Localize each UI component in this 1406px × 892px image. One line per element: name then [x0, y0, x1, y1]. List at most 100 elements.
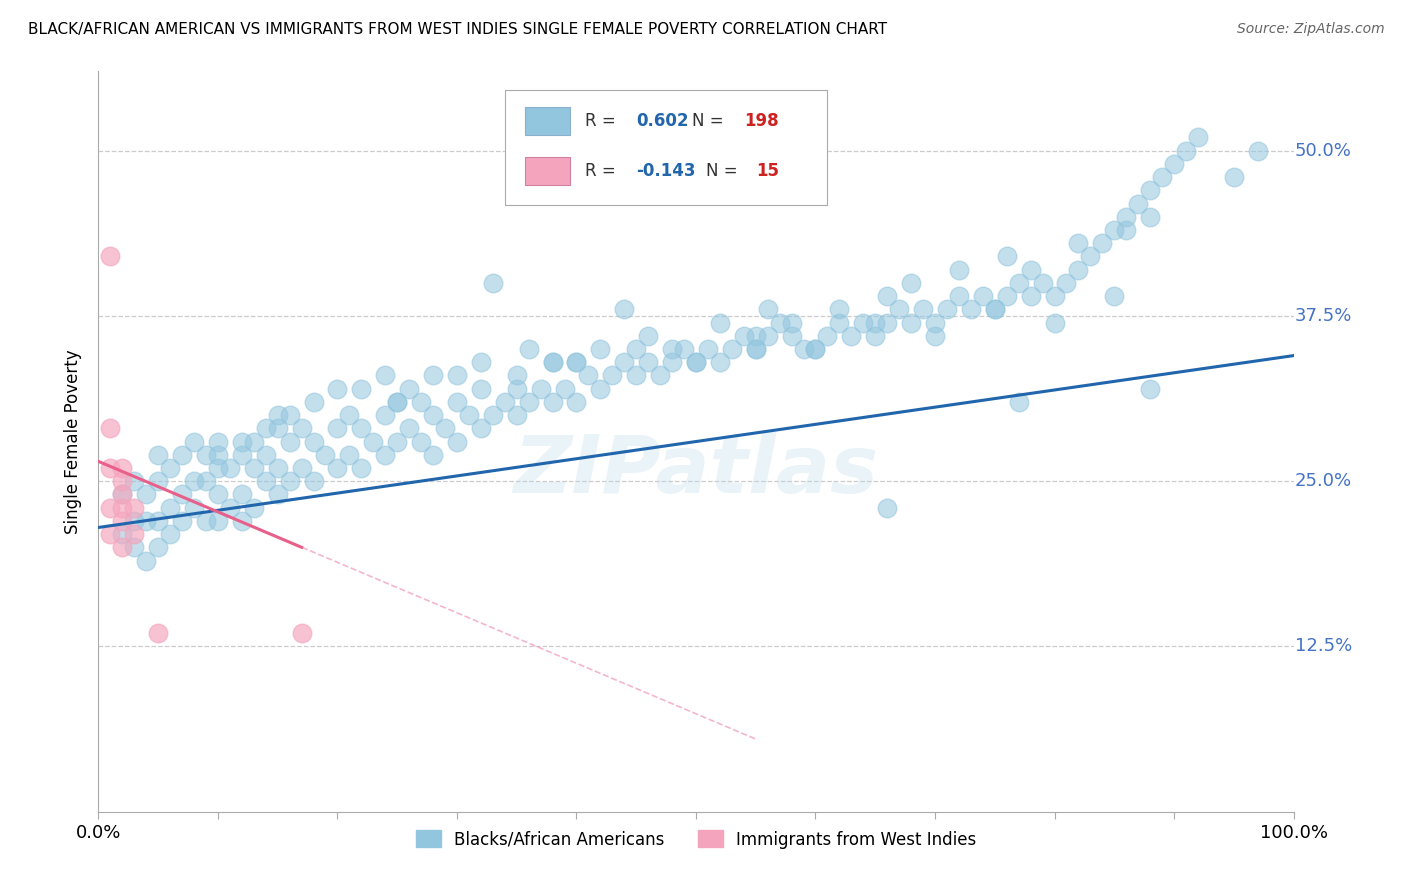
Point — [291, 626, 314, 640]
Point — [541, 395, 564, 409]
Text: 0.602: 0.602 — [636, 112, 689, 130]
Legend: Blacks/African Americans, Immigrants from West Indies: Blacks/African Americans, Immigrants fro… — [409, 823, 983, 855]
Point — [124, 514, 146, 528]
Point — [1067, 262, 1090, 277]
Point — [111, 474, 134, 488]
Point — [326, 421, 349, 435]
Point — [148, 474, 170, 488]
Point — [267, 487, 290, 501]
Point — [876, 500, 898, 515]
Point — [398, 421, 420, 435]
Point — [661, 342, 683, 356]
Point — [267, 408, 290, 422]
FancyBboxPatch shape — [505, 90, 827, 204]
Point — [422, 408, 444, 422]
Point — [148, 448, 170, 462]
Point — [159, 461, 181, 475]
Point — [1043, 289, 1066, 303]
Point — [111, 487, 134, 501]
Point — [1008, 395, 1031, 409]
Point — [661, 355, 683, 369]
Point — [315, 448, 337, 462]
Point — [995, 289, 1018, 303]
Point — [1247, 144, 1270, 158]
Text: ZIPatlas: ZIPatlas — [513, 432, 879, 510]
Point — [350, 382, 373, 396]
Point — [637, 355, 659, 369]
Point — [924, 328, 946, 343]
Point — [1019, 289, 1042, 303]
Text: Source: ZipAtlas.com: Source: ZipAtlas.com — [1237, 22, 1385, 37]
Point — [745, 342, 768, 356]
Point — [470, 421, 492, 435]
Point — [326, 461, 349, 475]
Point — [254, 474, 277, 488]
Point — [1175, 144, 1198, 158]
Point — [506, 408, 529, 422]
Point — [626, 342, 648, 356]
Text: N =: N = — [692, 112, 730, 130]
Point — [219, 461, 242, 475]
Point — [291, 421, 314, 435]
Point — [1080, 250, 1102, 264]
Point — [1163, 157, 1185, 171]
Point — [207, 461, 229, 475]
Point — [554, 382, 576, 396]
Text: 25.0%: 25.0% — [1295, 472, 1351, 491]
Point — [972, 289, 994, 303]
Point — [446, 395, 468, 409]
Point — [172, 514, 194, 528]
Point — [98, 500, 122, 515]
Point — [135, 553, 157, 567]
Point — [135, 514, 157, 528]
Text: 15: 15 — [756, 161, 779, 179]
Point — [374, 368, 396, 383]
Text: 12.5%: 12.5% — [1295, 638, 1353, 656]
Point — [995, 250, 1018, 264]
Point — [852, 316, 875, 330]
Point — [111, 541, 134, 555]
Point — [1152, 170, 1174, 185]
Point — [828, 316, 851, 330]
Point — [183, 474, 205, 488]
Point — [578, 368, 600, 383]
Point — [422, 368, 444, 383]
Point — [302, 434, 325, 449]
Point — [411, 434, 433, 449]
Point — [124, 500, 146, 515]
Point — [159, 527, 181, 541]
Point — [98, 527, 122, 541]
Point — [1043, 316, 1066, 330]
Point — [494, 395, 516, 409]
Point — [411, 395, 433, 409]
Point — [865, 316, 887, 330]
Point — [207, 448, 229, 462]
Point — [278, 434, 301, 449]
Point — [876, 289, 898, 303]
Point — [339, 408, 361, 422]
Point — [481, 276, 505, 290]
Point — [948, 289, 970, 303]
Point — [111, 487, 134, 501]
Point — [1223, 170, 1246, 185]
Point — [602, 368, 624, 383]
Point — [1139, 210, 1161, 224]
Point — [1139, 382, 1161, 396]
Point — [148, 541, 170, 555]
Point — [1091, 236, 1114, 251]
Point — [422, 448, 444, 462]
Point — [697, 342, 720, 356]
Point — [207, 487, 229, 501]
Point — [195, 448, 218, 462]
Point — [733, 328, 755, 343]
Point — [385, 395, 409, 409]
Text: -0.143: -0.143 — [636, 161, 696, 179]
Point — [756, 302, 779, 317]
Point — [195, 514, 218, 528]
Point — [793, 342, 815, 356]
Point — [470, 382, 492, 396]
Point — [135, 487, 157, 501]
Point — [243, 461, 266, 475]
Point — [159, 500, 181, 515]
Point — [111, 527, 134, 541]
